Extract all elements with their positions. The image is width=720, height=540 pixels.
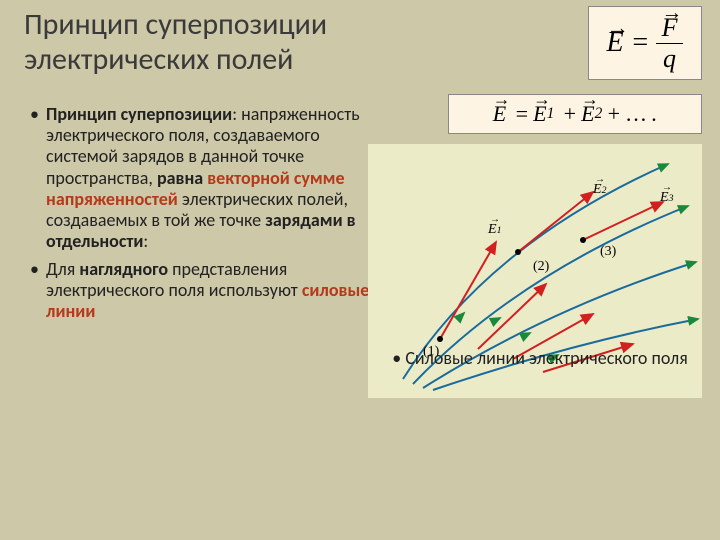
label-e1: →E1 (488, 222, 501, 238)
label-2: (2) (533, 259, 549, 275)
bullet-1: Принцип суперпозиции: напряженность элек… (30, 104, 370, 253)
diagram-caption: Силовые линии электрического поля (390, 348, 690, 370)
slide-title: Принцип суперпозиции электрических полей (24, 8, 444, 77)
bullet-list: Принцип суперпозиции: напряженность элек… (30, 104, 370, 328)
bullet-2: Для наглядного представления электрическ… (30, 259, 370, 323)
label-3: (3) (600, 244, 616, 260)
formula-superposition: →E = →E 1 + →E 2 + … . (448, 94, 702, 134)
label-e2: →E2 (593, 182, 606, 198)
label-e3: →E3 (660, 190, 673, 206)
formula-e-equals-f-over-q: →E = →F q (588, 6, 702, 80)
